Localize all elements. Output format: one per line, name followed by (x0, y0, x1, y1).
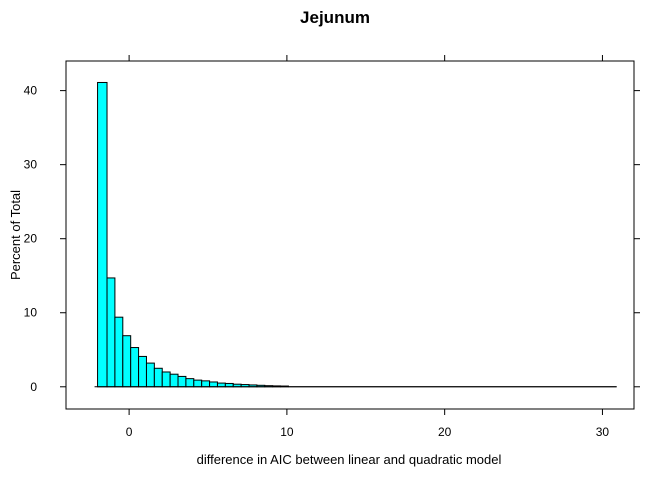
histogram-bar (193, 379, 203, 388)
plot-area: 0 10 20 30 0 10 20 30 40 (24, 55, 640, 439)
histogram-bar (161, 371, 171, 388)
histogram-bar (209, 381, 218, 388)
histogram-bar (145, 362, 155, 388)
histogram-bar (106, 277, 116, 388)
histogram-bar (130, 347, 140, 388)
x-tick-label: 30 (596, 425, 610, 439)
histogram-bar (169, 373, 179, 388)
histogram-bar (97, 81, 108, 388)
y-tick-label: 10 (24, 306, 38, 320)
histogram-bar (185, 378, 195, 388)
histogram-bar (138, 355, 147, 388)
histogram-bar (216, 382, 226, 388)
histogram-bar (153, 367, 163, 388)
histogram-bar (122, 335, 132, 388)
y-tick-label: 20 (24, 232, 38, 246)
x-axis-label: difference in AIC between linear and qua… (197, 452, 502, 467)
x-tick-label: 0 (126, 425, 133, 439)
y-axis-label: Percent of Total (8, 190, 23, 280)
y-tick-label: 0 (30, 380, 37, 394)
chart-title: Jejunum (300, 8, 370, 27)
x-tick-label: 10 (280, 425, 294, 439)
histogram-bar (201, 380, 211, 388)
y-tick-label: 30 (24, 158, 38, 172)
x-tick-label: 20 (438, 425, 452, 439)
plot-frame (65, 60, 635, 410)
histogram-bar (114, 316, 124, 388)
histogram-bar (177, 375, 187, 388)
y-tick-label: 40 (24, 84, 38, 98)
